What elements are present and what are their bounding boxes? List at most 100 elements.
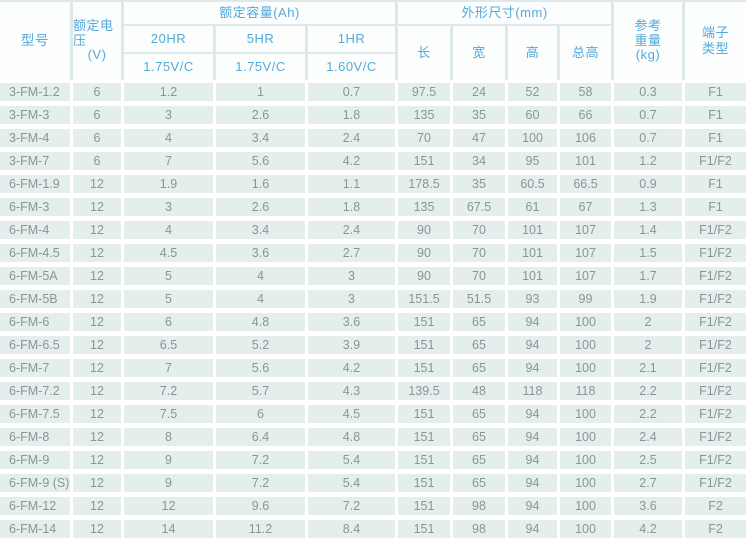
capacity-5hr-cell: 4.8	[216, 313, 305, 331]
capacity-5hr-cell: 6.4	[216, 428, 305, 446]
capacity-20hr-cell: 14	[124, 520, 213, 538]
capacity-5hr-cell: 7.2	[216, 474, 305, 492]
total-height-cell: 99	[560, 290, 611, 308]
terminal-cell: F1/F2	[685, 474, 746, 492]
width-cell: 70	[453, 221, 505, 239]
weight-cell: 2	[614, 336, 682, 354]
voltage-cell: 12	[73, 382, 121, 400]
weight-cell: 1.9	[614, 290, 682, 308]
table-row: 6-FM-4 12 4 3.4 2.4 90 70 101 107 1.4 F1/F2	[0, 221, 746, 239]
table-row: 6-FM-7 12 7 5.6 4.2 151 65 94 100 2.1 F1/F2	[0, 359, 746, 377]
capacity-1hr-cell: 3	[308, 267, 395, 285]
length-cell: 151	[398, 497, 450, 515]
height-cell: 101	[508, 221, 557, 239]
table-row: 6-FM-12 12 12 9.6 7.2 151 98 94 100 3.6 F2	[0, 497, 746, 515]
capacity-20hr-cell: 4	[124, 221, 213, 239]
capacity-20hr-cell: 7	[124, 359, 213, 377]
table-row: 6-FM-6 12 6 4.8 3.6 151 65 94 100 2 F1/F2	[0, 313, 746, 331]
terminal-cell: F1/F2	[685, 152, 746, 170]
weight-cell: 1.5	[614, 244, 682, 262]
capacity-5hr-cell: 3.4	[216, 129, 305, 147]
length-cell: 151	[398, 451, 450, 469]
height-cell: 94	[508, 520, 557, 538]
capacity-20hr-cell: 12	[124, 497, 213, 515]
voltage-cell: 12	[73, 221, 121, 239]
capacity-5hr-cell: 7.2	[216, 451, 305, 469]
table-row: 6-FM-5B 12 5 4 3 151.5 51.5 93 99 1.9 F1/F2	[0, 290, 746, 308]
model-cell: 6-FM-7.2	[0, 382, 70, 400]
height-cell: 52	[508, 83, 557, 101]
weight-cell: 0.7	[614, 129, 682, 147]
terminal-cell: F1/F2	[685, 382, 746, 400]
weight-cell: 1.4	[614, 221, 682, 239]
table-row: 3-FM-1.2 6 1.2 1 0.7 97.5 24 52 58 0.3 F1	[0, 83, 746, 101]
capacity-20hr-cell: 3	[124, 106, 213, 124]
capacity-20hr-cell: 4.5	[124, 244, 213, 262]
capacity-20hr-cell: 4	[124, 129, 213, 147]
terminal-cell: F1	[685, 198, 746, 216]
width-cell: 48	[453, 382, 505, 400]
model-cell: 3-FM-3	[0, 106, 70, 124]
terminal-cell: F1/F2	[685, 244, 746, 262]
width-cell: 67.5	[453, 198, 505, 216]
capacity-5hr-cell: 9.6	[216, 497, 305, 515]
header-terminal-type-line1: 端子	[701, 25, 729, 41]
width-cell: 51.5	[453, 290, 505, 308]
weight-cell: 2.4	[614, 428, 682, 446]
voltage-cell: 12	[73, 428, 121, 446]
capacity-5hr-cell: 4	[216, 267, 305, 285]
total-height-cell: 100	[560, 428, 611, 446]
height-cell: 94	[508, 474, 557, 492]
width-cell: 65	[453, 451, 505, 469]
table-row: 6-FM-8 12 8 6.4 4.8 151 65 94 100 2.4 F1/F2	[0, 428, 746, 446]
capacity-5hr-cell: 4	[216, 290, 305, 308]
capacity-20hr-cell: 9	[124, 474, 213, 492]
total-height-cell: 58	[560, 83, 611, 101]
capacity-5hr-cell: 5.7	[216, 382, 305, 400]
width-cell: 65	[453, 313, 505, 331]
length-cell: 151.5	[398, 290, 450, 308]
width-cell: 98	[453, 497, 505, 515]
capacity-1hr-cell: 1.8	[308, 198, 395, 216]
height-cell: 101	[508, 267, 557, 285]
model-cell: 3-FM-7	[0, 152, 70, 170]
terminal-cell: F2	[685, 520, 746, 538]
capacity-5hr-cell: 1.6	[216, 175, 305, 193]
capacity-1hr-cell: 0.7	[308, 83, 395, 101]
width-cell: 65	[453, 336, 505, 354]
header-capacity-5hr: 5HR	[216, 26, 305, 52]
width-cell: 65	[453, 359, 505, 377]
capacity-1hr-cell: 4.2	[308, 152, 395, 170]
model-cell: 6-FM-6.5	[0, 336, 70, 354]
capacity-20hr-cell: 6.5	[124, 336, 213, 354]
terminal-cell: F1/F2	[685, 451, 746, 469]
total-height-cell: 100	[560, 474, 611, 492]
capacity-20hr-cell: 7.2	[124, 382, 213, 400]
table-row: 6-FM-5A 12 5 4 3 90 70 101 107 1.7 F1/F2	[0, 267, 746, 285]
capacity-1hr-cell: 4.3	[308, 382, 395, 400]
width-cell: 24	[453, 83, 505, 101]
header-reference-weight-unit: (kg)	[635, 47, 661, 63]
weight-cell: 2.2	[614, 405, 682, 423]
voltage-cell: 12	[73, 267, 121, 285]
capacity-5hr-cell: 5.2	[216, 336, 305, 354]
capacity-1hr-cell: 8.4	[308, 520, 395, 538]
voltage-cell: 12	[73, 520, 121, 538]
model-cell: 6-FM-5A	[0, 267, 70, 285]
capacity-5hr-cell: 2.6	[216, 106, 305, 124]
header-height: 高	[508, 26, 557, 80]
total-height-cell: 100	[560, 451, 611, 469]
header-dimensions-group: 外形尺寸(mm)	[398, 2, 611, 24]
length-cell: 151	[398, 152, 450, 170]
model-cell: 6-FM-1.9	[0, 175, 70, 193]
header-length: 长	[398, 26, 450, 80]
capacity-5hr-cell: 5.6	[216, 359, 305, 377]
width-cell: 35	[453, 106, 505, 124]
height-cell: 94	[508, 313, 557, 331]
length-cell: 135	[398, 106, 450, 124]
header-width: 宽	[453, 26, 505, 80]
voltage-cell: 12	[73, 451, 121, 469]
width-cell: 65	[453, 405, 505, 423]
width-cell: 35	[453, 175, 505, 193]
length-cell: 90	[398, 244, 450, 262]
